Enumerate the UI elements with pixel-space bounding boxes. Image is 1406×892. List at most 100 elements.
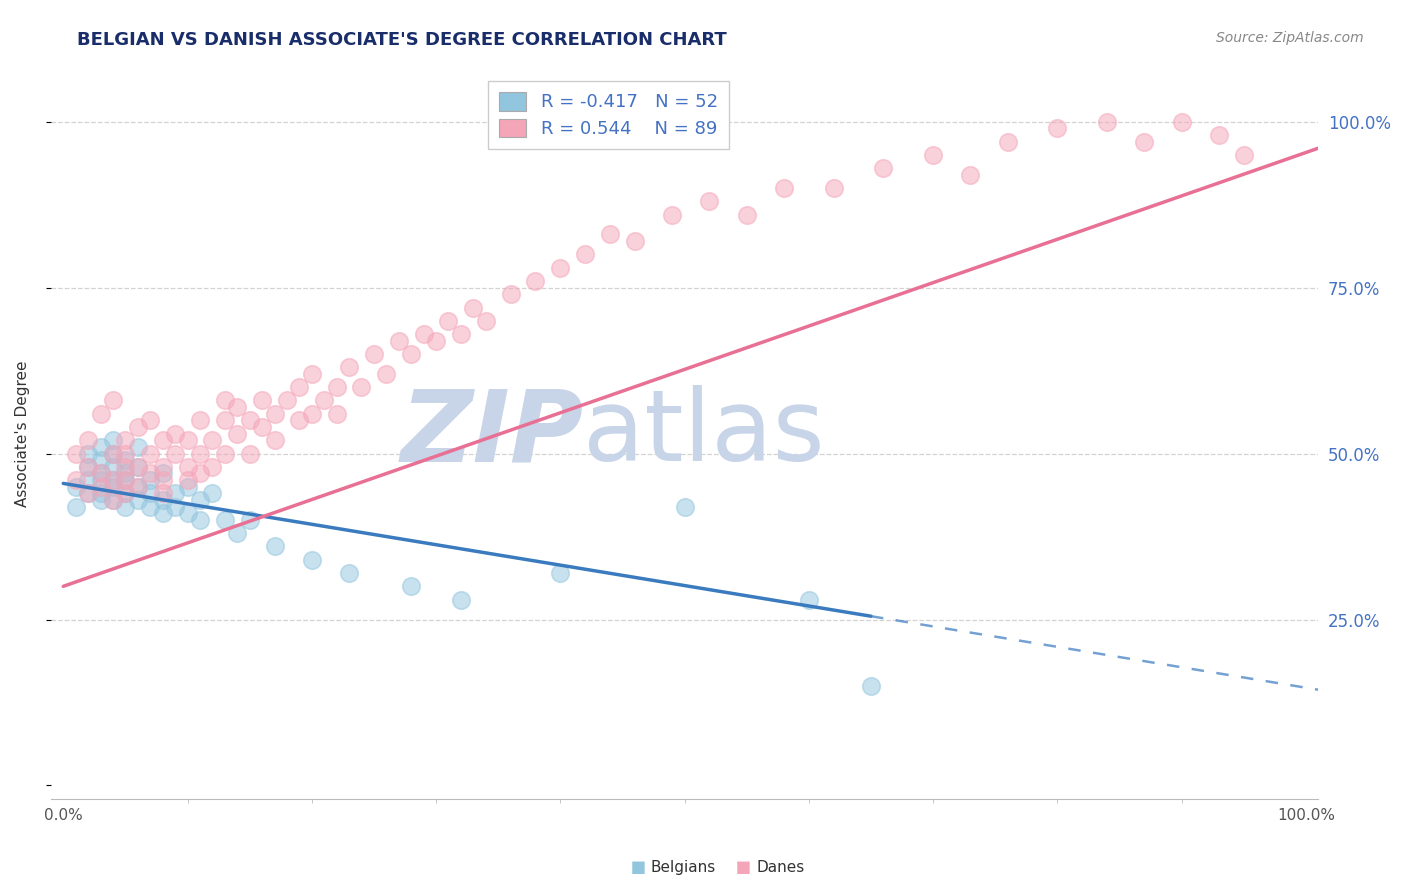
Point xyxy=(412,327,434,342)
Point xyxy=(263,540,285,554)
Point xyxy=(127,480,149,494)
Point xyxy=(1133,135,1156,149)
Point xyxy=(127,493,149,508)
Point xyxy=(499,287,522,301)
Point xyxy=(165,500,187,514)
Point xyxy=(301,407,323,421)
Point xyxy=(699,194,721,209)
Point xyxy=(114,473,136,487)
Point xyxy=(288,413,311,427)
Point xyxy=(859,679,882,693)
Point xyxy=(301,553,323,567)
Point xyxy=(450,592,472,607)
Point xyxy=(226,426,249,441)
Point xyxy=(152,467,174,481)
Point xyxy=(959,168,981,182)
Text: atlas: atlas xyxy=(583,385,825,483)
Point xyxy=(90,440,112,454)
Point xyxy=(90,453,112,467)
Point xyxy=(624,234,647,248)
Point xyxy=(176,434,198,448)
Point xyxy=(188,513,211,527)
Point xyxy=(176,459,198,474)
Point xyxy=(201,459,224,474)
Point xyxy=(90,467,112,481)
Text: ▪: ▪ xyxy=(735,855,752,879)
Point xyxy=(165,426,187,441)
Point xyxy=(77,459,100,474)
Point xyxy=(114,434,136,448)
Point xyxy=(250,420,273,434)
Point xyxy=(524,274,547,288)
Point xyxy=(263,407,285,421)
Point xyxy=(797,592,820,607)
Point xyxy=(997,135,1019,149)
Point xyxy=(188,493,211,508)
Point xyxy=(375,367,398,381)
Point xyxy=(101,434,124,448)
Point xyxy=(139,486,162,500)
Point xyxy=(114,453,136,467)
Point xyxy=(114,467,136,481)
Point xyxy=(65,480,87,494)
Point xyxy=(101,480,124,494)
Point xyxy=(101,493,124,508)
Point xyxy=(1208,128,1230,142)
Point xyxy=(188,467,211,481)
Point xyxy=(735,208,758,222)
Point xyxy=(65,473,87,487)
Point xyxy=(922,148,945,162)
Text: ▪: ▪ xyxy=(630,855,647,879)
Point xyxy=(823,181,845,195)
Point xyxy=(114,459,136,474)
Point xyxy=(250,393,273,408)
Point xyxy=(139,500,162,514)
Text: Danes: Danes xyxy=(756,860,804,874)
Point xyxy=(127,459,149,474)
Point xyxy=(1046,121,1069,136)
Point xyxy=(550,260,572,275)
Point xyxy=(101,473,124,487)
Text: ZIP: ZIP xyxy=(401,385,583,483)
Point xyxy=(363,347,385,361)
Point xyxy=(599,227,621,242)
Point xyxy=(263,434,285,448)
Point xyxy=(239,446,262,460)
Point xyxy=(201,486,224,500)
Point xyxy=(239,513,262,527)
Point xyxy=(77,446,100,460)
Point xyxy=(90,467,112,481)
Point xyxy=(101,393,124,408)
Point xyxy=(399,347,422,361)
Point xyxy=(77,473,100,487)
Point xyxy=(101,493,124,508)
Point xyxy=(165,446,187,460)
Point xyxy=(165,486,187,500)
Y-axis label: Associate's Degree: Associate's Degree xyxy=(15,360,30,507)
Point xyxy=(139,413,162,427)
Point xyxy=(90,486,112,500)
Point xyxy=(276,393,298,408)
Point xyxy=(77,486,100,500)
Point xyxy=(661,208,683,222)
Point xyxy=(201,434,224,448)
Point xyxy=(77,486,100,500)
Point xyxy=(65,446,87,460)
Point xyxy=(176,506,198,520)
Point xyxy=(65,500,87,514)
Point xyxy=(127,459,149,474)
Point xyxy=(872,161,894,175)
Point xyxy=(437,314,460,328)
Point xyxy=(1233,148,1256,162)
Point xyxy=(152,486,174,500)
Point xyxy=(152,459,174,474)
Point xyxy=(337,360,360,375)
Point xyxy=(101,473,124,487)
Point xyxy=(114,486,136,500)
Point xyxy=(1095,114,1118,128)
Point xyxy=(214,513,236,527)
Point xyxy=(337,566,360,580)
Text: BELGIAN VS DANISH ASSOCIATE'S DEGREE CORRELATION CHART: BELGIAN VS DANISH ASSOCIATE'S DEGREE COR… xyxy=(77,31,727,49)
Point xyxy=(152,473,174,487)
Point xyxy=(90,480,112,494)
